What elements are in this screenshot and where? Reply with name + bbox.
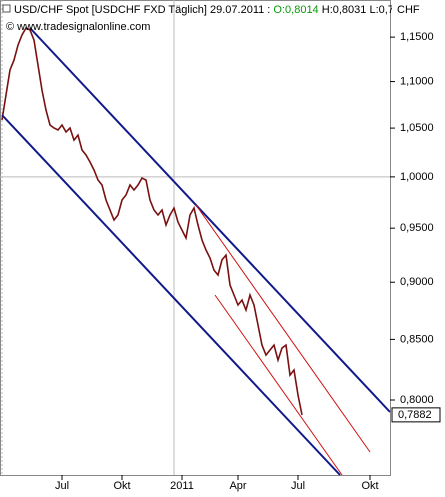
last-price-label: 0,7882 xyxy=(398,409,432,421)
unit-bg xyxy=(392,0,445,20)
y-tick-label: 0,9500 xyxy=(400,222,434,234)
unit-label: CHF xyxy=(397,4,420,16)
y-tick-label: 0,8500 xyxy=(400,333,434,345)
y-tick-label: 0,8000 xyxy=(400,394,434,406)
open-text: O:0,8014 xyxy=(273,4,318,16)
plot-frame xyxy=(0,0,391,476)
x-tick-label: Apr xyxy=(229,480,246,492)
x-tick-label: Okt xyxy=(113,480,130,492)
y-tick-label: 1,0500 xyxy=(400,122,434,134)
y-tick-label: 1,1000 xyxy=(400,75,434,87)
header-icon xyxy=(2,4,11,13)
y-tick-label: 1,1500 xyxy=(400,31,434,43)
y-tick-label: 0,9000 xyxy=(400,276,434,288)
title-text: USD/CHF Spot [USDCHF FXD Täglich] 29.07.… xyxy=(14,4,270,16)
x-tick-label: Jul xyxy=(55,480,69,492)
x-tick-label: Jul xyxy=(291,480,305,492)
x-tick-label: 2011 xyxy=(170,480,194,492)
price-line xyxy=(1,26,303,416)
lower-channel-line xyxy=(1,114,341,476)
chart-title: USD/CHF Spot [USDCHF FXD Täglich] 29.07.… xyxy=(14,4,394,16)
upper-channel-line xyxy=(29,27,391,413)
y-tick-label: 1,0000 xyxy=(400,171,434,183)
lower-red-channel xyxy=(214,294,343,476)
last-price-box xyxy=(391,407,441,423)
x-tick-label: Okt xyxy=(361,480,378,492)
subtitle: © www.tradesignalonline.com xyxy=(6,21,150,33)
upper-red-channel xyxy=(195,204,371,453)
rest-text: H:0,8031 L:0,7 xyxy=(322,4,394,16)
